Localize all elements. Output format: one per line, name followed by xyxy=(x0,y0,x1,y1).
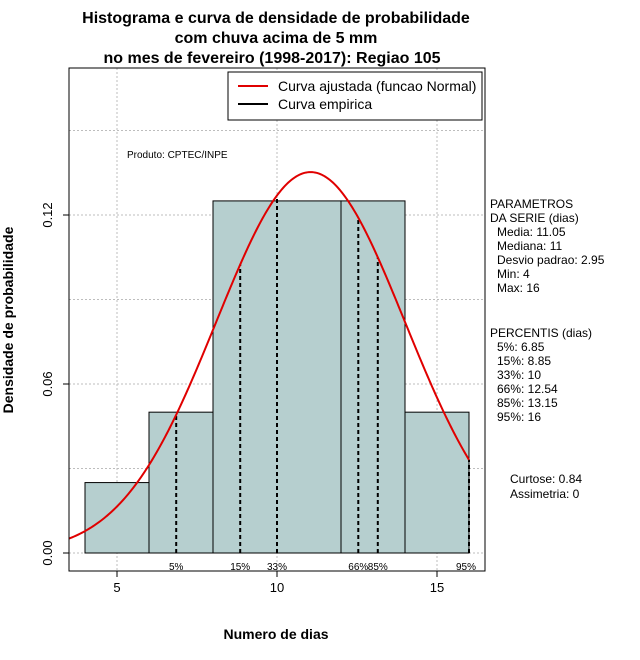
histogram-bar-0 xyxy=(84,482,150,554)
legend-label-fitted: Curva ajustada (funcao Normal) xyxy=(278,78,476,94)
x-axis-label: Numero de dias xyxy=(223,626,328,642)
percentile-label-0: 5% xyxy=(169,562,184,573)
percentil-95: 95%: 16 xyxy=(497,410,541,424)
curtose-value: Curtose: 0.84 xyxy=(510,472,582,486)
percentile-label-1: 15% xyxy=(230,562,250,573)
param-max: Max: 16 xyxy=(497,281,540,295)
param-desvio: Desvio padrao: 2.95 xyxy=(497,253,605,267)
legend: Curva ajustada (funcao Normal) Curva emp… xyxy=(227,71,483,121)
normal-curve-line xyxy=(68,171,470,540)
percentil-85: 85%: 13.15 xyxy=(497,396,558,410)
legend-box xyxy=(227,71,483,121)
histogram-bar-4 xyxy=(404,411,470,554)
chart-title-line-2: com chuva acima de 5 mm xyxy=(175,30,378,47)
percentile-label-4: 85% xyxy=(368,562,388,573)
assimetria-value: Assimetria: 0 xyxy=(510,487,580,501)
percentile-lines xyxy=(175,195,470,553)
percentil-15: 15%: 8.85 xyxy=(497,354,551,368)
y-axis-label: Densidade de probabilidade xyxy=(0,226,16,413)
percentil-33: 33%: 10 xyxy=(497,368,541,382)
histogram-bars xyxy=(84,200,470,554)
x-tick-label-1: 10 xyxy=(270,580,284,595)
histogram-bar-1 xyxy=(148,411,214,554)
params-title-line-1: PARAMETROS xyxy=(490,197,573,211)
side-panel: PARAMETROS DA SERIE (dias) Media: 11.05 … xyxy=(490,197,605,501)
param-media: Media: 11.05 xyxy=(497,225,566,239)
percentile-label-2: 33% xyxy=(267,562,287,573)
percentil-5: 5%: 6.85 xyxy=(497,340,545,354)
percentile-labels: 5% 15% 33% 66% 85% 95% xyxy=(169,562,476,573)
y-tick-label-1: 0.06 xyxy=(40,371,55,396)
source-note: Produto: CPTEC/INPE xyxy=(127,150,228,161)
y-tick-label-2: 0.12 xyxy=(40,202,55,227)
percentil-66: 66%: 12.54 xyxy=(497,382,558,396)
param-mediana: Mediana: 11 xyxy=(497,239,562,253)
param-min: Min: 4 xyxy=(497,267,530,281)
chart-title-line-3: no mes de fevereiro (1998-2017): Regiao … xyxy=(103,50,440,67)
legend-label-empirical: Curva empirica xyxy=(278,96,372,112)
x-axis-ticks: 5 10 15 xyxy=(113,571,444,595)
x-tick-label-2: 15 xyxy=(430,580,444,595)
percentile-label-3: 66% xyxy=(348,562,368,573)
histogram-bar-3 xyxy=(340,200,406,554)
percentis-title: PERCENTIS (dias) xyxy=(490,326,592,340)
params-title-line-2: DA SERIE (dias) xyxy=(490,211,579,225)
y-axis-ticks: 0.00 0.06 0.12 xyxy=(40,202,69,566)
x-tick-label-0: 5 xyxy=(113,580,120,595)
y-tick-label-0: 0.00 xyxy=(40,540,55,565)
chart-title-line-1: Histograma e curva de densidade de proba… xyxy=(82,10,470,27)
percentile-label-5: 95% xyxy=(456,562,476,573)
